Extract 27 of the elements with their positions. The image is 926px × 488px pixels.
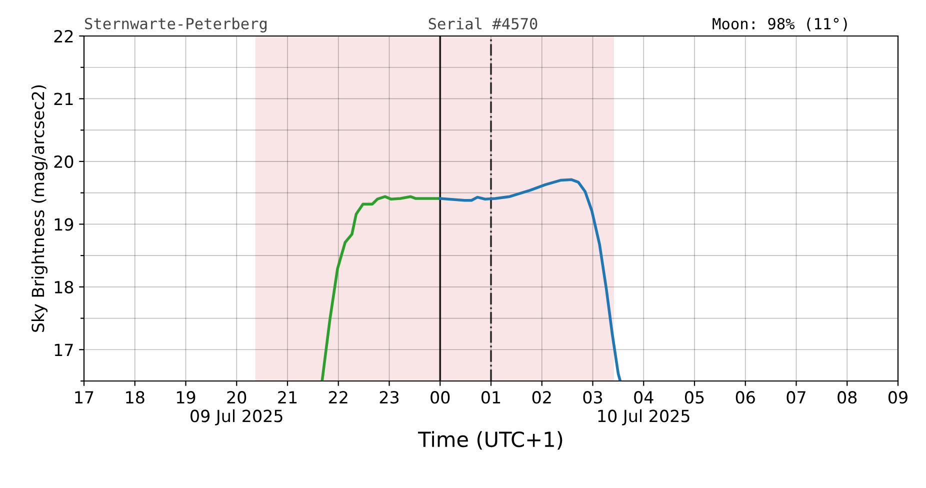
x-tick-label: 06 [736,391,755,404]
text: Moon: 98% (11°) [712,18,847,32]
x-tick-label: 05 [684,391,704,404]
x-tick-label: 02 [532,391,551,404]
x-tick-label: 07 [786,391,806,404]
y-tick-label: 18 [54,280,74,294]
x-tick-label: 17 [75,391,94,404]
y-axis-title: Sky Brightness (mag/arcsec2) [31,85,48,332]
x-tick-label: 09 [888,391,908,404]
line-series [438,178,622,381]
text: Serial #4570 [428,18,538,30]
x-tick-label: 22 [328,391,348,404]
y-tick-label: 21 [54,92,73,106]
x-tick-label: 01 [481,391,500,404]
x-tick-label: 18 [126,391,144,404]
y-tick-label: 19 [54,218,74,231]
y-tick-label: 20 [54,155,74,168]
x-tick-label: 23 [380,391,399,404]
x-tick-label: 21 [278,391,297,404]
x-axis-title: Time (UTC+1) [418,431,562,450]
y-tick-label: 22 [54,30,73,42]
line-series [320,195,442,381]
text: Sternwarte-Peterberg [85,18,267,32]
x-tick-label: 00 [430,391,450,404]
y-tick-label: 17 [54,344,73,356]
x-tick-label: 19 [176,391,196,404]
x-tick-label: 08 [838,391,857,404]
